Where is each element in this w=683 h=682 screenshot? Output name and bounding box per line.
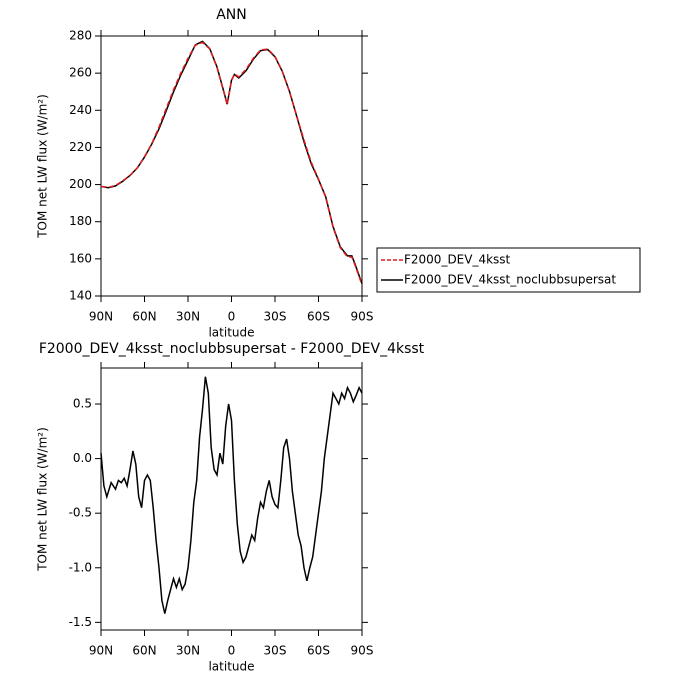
data-line (100, 41, 363, 286)
x-tick-label: 30S (264, 310, 287, 324)
y-tick-label: 180 (69, 214, 92, 228)
x-tick-label: 60N (132, 644, 156, 658)
legend-label: F2000_DEV_4ksst (404, 253, 511, 267)
x-tick-label: 90S (351, 310, 374, 324)
y-tick-label: -1.0 (69, 560, 92, 574)
x-tick-label: 30N (176, 644, 200, 658)
y-tick-label: 140 (69, 289, 92, 303)
y-tick-label: -1.5 (69, 615, 92, 629)
x-tick-label: 90N (89, 644, 113, 658)
y-tick-label: 240 (69, 103, 92, 117)
x-tick-label: 60S (307, 644, 330, 658)
x-tick-label: 90S (351, 644, 374, 658)
x-tick-label: 60N (132, 310, 156, 324)
legend-label: F2000_DEV_4ksst_noclubbsupersat (404, 273, 616, 287)
y-axis-label: TOM net LW flux (W/m²) (36, 94, 50, 239)
legend-box (376, 247, 641, 293)
plot-frame (100, 35, 363, 297)
x-tick-label: 90N (89, 310, 113, 324)
data-line (100, 376, 363, 614)
y-tick-label: 200 (69, 177, 92, 191)
x-tick-label: 30N (176, 310, 200, 324)
x-tick-label: 30S (264, 644, 287, 658)
x-tick-label: 0 (228, 644, 236, 658)
y-tick-label: 220 (69, 140, 92, 154)
y-tick-label: 160 (69, 251, 92, 265)
chart-title: ANN (216, 7, 247, 23)
y-tick-label: -0.5 (69, 506, 92, 520)
x-tick-label: 60S (307, 310, 330, 324)
y-axis-label: TOM net LW flux (W/m²) (36, 427, 50, 572)
x-tick-label: 0 (228, 310, 236, 324)
chart-title: F2000_DEV_4ksst_noclubbsupersat - F2000_… (39, 341, 425, 357)
y-tick-label: 0.5 (73, 397, 92, 411)
x-axis-label: latitude (208, 326, 254, 340)
y-tick-label: 0.0 (73, 451, 92, 465)
y-tick-label: 260 (69, 66, 92, 80)
y-tick-label: 280 (69, 29, 92, 43)
x-axis-label: latitude (208, 660, 254, 674)
plot-frame (100, 367, 363, 631)
